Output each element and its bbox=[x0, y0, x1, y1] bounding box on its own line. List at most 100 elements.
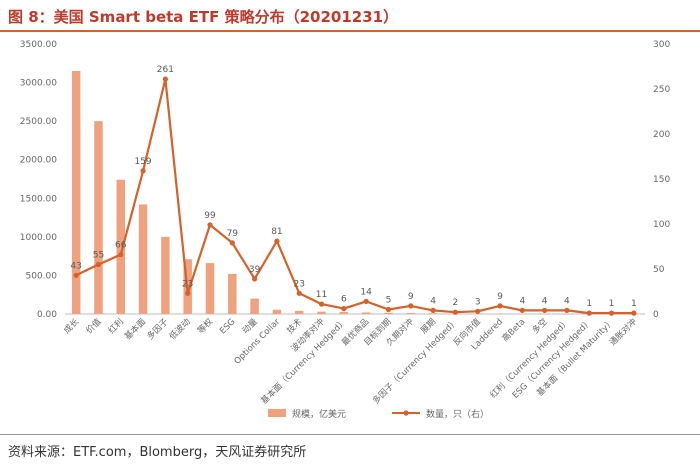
bar bbox=[161, 236, 170, 314]
count-data-label: 6 bbox=[341, 295, 347, 305]
category-label: 多因子 bbox=[145, 316, 171, 342]
bar bbox=[317, 311, 326, 314]
left-tick-label: 0.00 bbox=[37, 310, 57, 320]
count-data-label: 9 bbox=[408, 292, 414, 302]
count-point bbox=[385, 306, 392, 313]
left-tick-label: 3000.00 bbox=[20, 79, 57, 89]
count-point bbox=[296, 290, 302, 296]
count-point bbox=[564, 307, 570, 313]
count-data-label: 1 bbox=[586, 299, 592, 309]
count-point bbox=[140, 168, 146, 174]
count-data-label: 66 bbox=[115, 241, 127, 251]
count-data-label: 159 bbox=[134, 157, 151, 167]
count-point bbox=[95, 261, 102, 268]
count-data-label: 39 bbox=[249, 265, 261, 275]
category-label: 低波动 bbox=[167, 316, 193, 342]
right-tick-label: 100 bbox=[653, 220, 670, 230]
title-divider bbox=[0, 30, 700, 32]
category-label: 展期 bbox=[419, 317, 438, 336]
category-label: 红利 bbox=[106, 316, 126, 336]
bar bbox=[384, 312, 393, 314]
category-label: 动量 bbox=[240, 316, 260, 336]
count-point bbox=[452, 309, 458, 315]
category-label: 等权 bbox=[195, 316, 215, 336]
count-point bbox=[118, 252, 124, 258]
category-label: 价值 bbox=[84, 316, 104, 336]
bar bbox=[272, 309, 282, 314]
right-tick-label: 150 bbox=[653, 175, 670, 185]
bar bbox=[361, 312, 371, 314]
left-tick-label: 500.00 bbox=[26, 271, 58, 281]
count-point bbox=[185, 290, 191, 296]
left-tick-label: 1500.00 bbox=[20, 194, 57, 204]
bar bbox=[116, 179, 126, 314]
count-data-label: 9 bbox=[497, 292, 503, 302]
count-data-label: 2 bbox=[453, 298, 459, 308]
bar bbox=[406, 313, 416, 314]
count-data-label: 5 bbox=[386, 296, 392, 306]
bar bbox=[339, 312, 349, 314]
source-divider bbox=[0, 434, 700, 435]
figure-title-bar: 图 8：美国 Smart beta ETF 策略分布（20201231） bbox=[0, 0, 700, 30]
bar bbox=[205, 263, 215, 314]
bar bbox=[518, 313, 527, 315]
count-series-line bbox=[75, 77, 634, 315]
bar bbox=[138, 204, 148, 314]
legend-bar-label: 规模，亿美元 bbox=[292, 408, 346, 420]
right-tick-label: 50 bbox=[653, 265, 665, 275]
right-tick-label: 250 bbox=[653, 85, 670, 95]
count-data-label: 23 bbox=[182, 279, 193, 289]
bar bbox=[71, 71, 81, 314]
count-point bbox=[73, 272, 79, 278]
count-point bbox=[274, 238, 280, 244]
count-point bbox=[318, 301, 325, 307]
count-data-label: 55 bbox=[93, 251, 104, 261]
count-point bbox=[519, 307, 525, 313]
count-point bbox=[586, 310, 592, 316]
legend-line-marker bbox=[403, 410, 409, 416]
combo-chart: 0.00500.001000.001500.002000.002500.0030… bbox=[20, 40, 671, 420]
count-data-label: 4 bbox=[519, 296, 525, 306]
count-point bbox=[542, 307, 548, 313]
legend-line-label: 数量，只（右） bbox=[426, 408, 489, 420]
count-point bbox=[341, 306, 347, 312]
count-data-label: 4 bbox=[542, 296, 548, 306]
count-point bbox=[475, 308, 481, 314]
count-point bbox=[363, 298, 369, 304]
category-label: 多空 bbox=[530, 316, 550, 336]
count-point bbox=[162, 76, 168, 82]
category-label: 成长 bbox=[61, 316, 81, 336]
count-data-label: 43 bbox=[70, 261, 81, 271]
left-tick-label: 2000.00 bbox=[20, 156, 57, 166]
category-label: 高Beta bbox=[500, 316, 528, 344]
bar bbox=[495, 313, 505, 315]
count-data-label: 4 bbox=[430, 296, 436, 306]
bar bbox=[228, 273, 237, 314]
chart-area: 0.00 500.00 1000.00 1500.00 2000.00 2500.00 30… bbox=[0, 32, 700, 432]
bar bbox=[250, 298, 259, 314]
count-point bbox=[631, 310, 637, 316]
bar bbox=[428, 313, 438, 314]
count-data-label: 99 bbox=[204, 211, 216, 221]
count-point bbox=[207, 222, 213, 228]
source-note: 资料来源：ETF.com，Blomberg，天风证券研究所 bbox=[8, 445, 307, 460]
count-data-label: 1 bbox=[631, 299, 637, 309]
left-tick-label: 2500.00 bbox=[20, 117, 57, 127]
category-label: 技术 bbox=[285, 316, 305, 336]
bar bbox=[94, 121, 103, 315]
count-point bbox=[608, 310, 615, 316]
right-tick-label: 200 bbox=[653, 130, 670, 140]
bar bbox=[294, 310, 304, 314]
legend-bar-swatch bbox=[268, 409, 286, 417]
right-tick-label: 300 bbox=[653, 40, 670, 50]
right-tick-label: 0 bbox=[653, 310, 659, 320]
count-point bbox=[229, 240, 235, 246]
count-point bbox=[408, 303, 414, 309]
count-data-label: 23 bbox=[294, 279, 305, 289]
category-label: 基本面 bbox=[122, 316, 148, 342]
bar bbox=[562, 313, 572, 315]
category-label: ESG bbox=[218, 317, 237, 336]
count-data-label: 1 bbox=[609, 299, 615, 309]
count-point bbox=[430, 307, 436, 313]
left-tick-label: 3500.00 bbox=[20, 40, 57, 50]
